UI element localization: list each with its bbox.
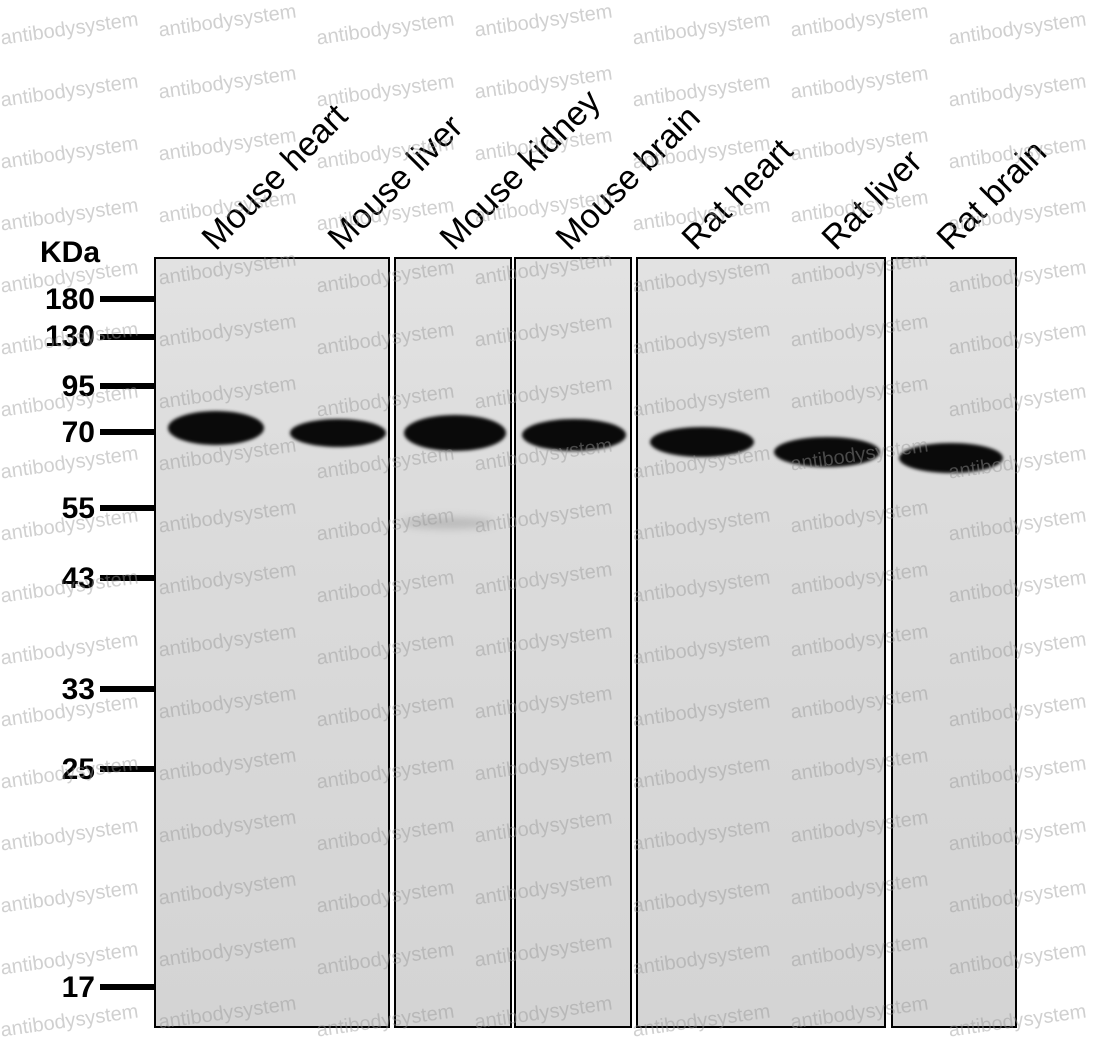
watermark-text: antibodysystem (157, 0, 298, 42)
blot-panel-3 (514, 257, 632, 1028)
blot-panel-5 (891, 257, 1017, 1028)
marker-tick-17 (100, 984, 156, 990)
watermark-text: antibodysystem (631, 8, 772, 50)
band-mouse-brain (522, 419, 626, 451)
lane-label-rat-heart: Rat heart (674, 131, 801, 258)
marker-tick-95 (100, 383, 156, 389)
blot-panel-2 (394, 257, 512, 1028)
watermark-text: antibodysystem (473, 0, 614, 42)
blot-panel-4 (636, 257, 886, 1028)
watermark-text: antibodysystem (0, 876, 140, 918)
marker-tick-55 (100, 505, 156, 511)
watermark-text: antibodysystem (157, 62, 298, 104)
watermark-text: antibodysystem (315, 8, 456, 50)
marker-tick-70 (100, 429, 156, 435)
watermark-text: antibodysystem (0, 70, 140, 112)
marker-tick-43 (100, 575, 156, 581)
marker-label-43: 43 (61, 562, 95, 595)
watermark-text: antibodysystem (789, 0, 930, 42)
marker-tick-180 (100, 296, 156, 302)
lane-label-rat-liver: Rat liver (814, 142, 930, 258)
band-mouse-kidney (404, 415, 506, 451)
blot-panel-1 (154, 257, 390, 1028)
molecular-weight-unit: KDa (40, 236, 101, 269)
marker-label-25: 25 (61, 753, 95, 786)
watermark-text: antibodysystem (947, 70, 1088, 112)
band-rat-heart (650, 427, 754, 457)
marker-label-33: 33 (61, 673, 95, 706)
watermark-text: antibodysystem (0, 628, 140, 670)
marker-label-95: 95 (61, 370, 95, 403)
watermark-text: antibodysystem (0, 8, 140, 50)
watermark-text: antibodysystem (0, 194, 140, 236)
watermark-text: antibodysystem (631, 70, 772, 112)
watermark-text: antibodysystem (789, 62, 930, 104)
faint-band-mouse-kidney (402, 517, 494, 529)
marker-tick-130 (100, 334, 156, 340)
marker-label-17: 17 (61, 971, 95, 1004)
marker-tick-33 (100, 686, 156, 692)
marker-tick-25 (100, 766, 156, 772)
marker-label-55: 55 (61, 492, 95, 525)
watermark-text: antibodysystem (0, 1000, 140, 1042)
marker-label-180: 180 (44, 283, 95, 316)
watermark-text: antibodysystem (0, 132, 140, 174)
marker-label-70: 70 (61, 416, 95, 449)
watermark-text: antibodysystem (0, 814, 140, 856)
watermark-text: antibodysystem (947, 8, 1088, 50)
band-rat-liver (774, 437, 880, 467)
lane-label-rat-brain: Rat brain (929, 132, 1054, 258)
band-mouse-heart (168, 411, 264, 445)
band-mouse-liver (290, 419, 386, 447)
marker-label-130: 130 (44, 320, 95, 353)
band-rat-brain (899, 443, 1003, 473)
